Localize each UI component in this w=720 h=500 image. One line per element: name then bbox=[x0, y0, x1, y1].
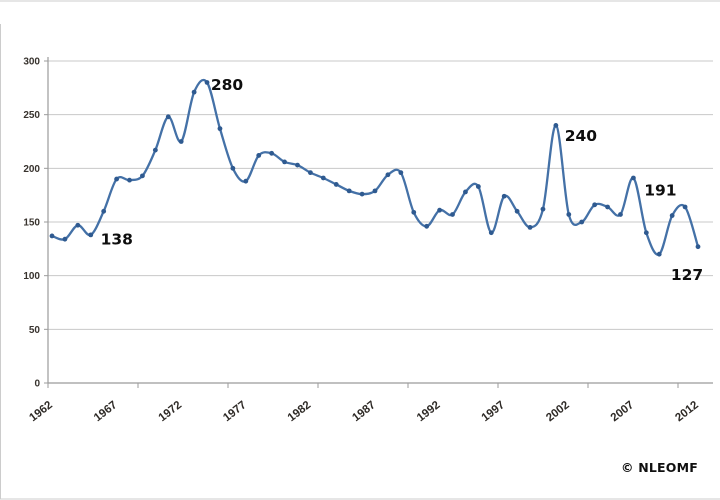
point-annotations: 138 280 240 191 127 bbox=[101, 76, 704, 284]
x-tick-label-1997: 1997 bbox=[480, 399, 508, 424]
data-point-1985 bbox=[346, 188, 352, 194]
data-point-1975 bbox=[217, 126, 223, 132]
x-tick-label-1992: 1992 bbox=[415, 399, 443, 424]
data-point-1970 bbox=[152, 147, 158, 153]
y-tick-label-0: 0 bbox=[34, 379, 40, 390]
data-point-1969 bbox=[140, 173, 145, 179]
data-point-2003 bbox=[579, 219, 585, 225]
data-point-1983 bbox=[320, 175, 326, 181]
x-tick-label-2012: 2012 bbox=[673, 399, 701, 424]
data-point-2001 bbox=[553, 123, 559, 128]
x-tick-label-2007: 2007 bbox=[609, 399, 637, 424]
data-point-1976 bbox=[230, 165, 236, 171]
data-point-1999 bbox=[527, 224, 533, 230]
data-line bbox=[50, 78, 700, 256]
data-point-2000 bbox=[540, 206, 546, 212]
data-point-2012 bbox=[695, 244, 701, 250]
y-tick-label-300: 300 bbox=[23, 57, 40, 68]
x-axis-labels: 1962 1967 1972 1977 1982 1987 1992 1997 2002 2007… bbox=[27, 399, 701, 424]
data-point-2010 bbox=[669, 213, 675, 218]
data-point-1992 bbox=[437, 207, 442, 213]
data-point-1962 bbox=[49, 233, 55, 239]
annotation-127: 127 bbox=[671, 266, 703, 284]
data-point-1972 bbox=[178, 139, 184, 144]
data-point-1980 bbox=[282, 159, 287, 165]
y-tick-label-50: 50 bbox=[29, 325, 41, 336]
fatalities-series-line bbox=[50, 78, 700, 256]
data-point-1993 bbox=[450, 212, 455, 217]
data-point-1971 bbox=[165, 114, 171, 120]
annotation-240: 240 bbox=[565, 127, 598, 145]
data-point-1981 bbox=[295, 162, 300, 168]
x-tick-label-1987: 1987 bbox=[350, 399, 378, 424]
data-point-2004 bbox=[592, 202, 598, 208]
data-points bbox=[49, 80, 701, 257]
data-point-2009 bbox=[656, 251, 662, 257]
data-point-2008 bbox=[643, 230, 649, 236]
y-tick-label-150: 150 bbox=[23, 218, 40, 229]
data-point-1986 bbox=[359, 191, 365, 197]
y-tick-label-200: 200 bbox=[23, 164, 40, 175]
data-point-2002 bbox=[566, 212, 572, 217]
data-point-1964 bbox=[75, 222, 81, 228]
annotation-280: 280 bbox=[211, 76, 244, 94]
data-point-2011 bbox=[682, 204, 688, 210]
x-tick-label-2002: 2002 bbox=[544, 399, 572, 424]
axes bbox=[44, 57, 713, 388]
annotation-191: 191 bbox=[644, 181, 676, 199]
x-tick-label-1962: 1962 bbox=[27, 399, 55, 424]
copyright-credit: © NLEOMF bbox=[621, 460, 698, 475]
data-point-1973 bbox=[191, 89, 197, 95]
data-point-1989 bbox=[398, 170, 404, 176]
data-point-2005 bbox=[605, 204, 610, 210]
data-point-1977 bbox=[243, 178, 249, 184]
data-point-2006 bbox=[618, 212, 623, 217]
y-tick-label-100: 100 bbox=[23, 271, 40, 282]
y-tick-label-250: 250 bbox=[23, 110, 40, 121]
data-point-1990 bbox=[411, 209, 417, 215]
data-point-1982 bbox=[308, 170, 313, 176]
data-point-1978 bbox=[256, 153, 262, 158]
data-point-1994 bbox=[463, 189, 468, 195]
gridlines bbox=[48, 60, 713, 330]
data-point-1963 bbox=[62, 236, 68, 242]
x-tick-label-1977: 1977 bbox=[221, 399, 249, 424]
data-point-1979 bbox=[269, 150, 275, 156]
data-point-1984 bbox=[333, 182, 339, 187]
data-point-1967 bbox=[114, 176, 119, 182]
data-point-1988 bbox=[385, 172, 391, 178]
data-point-1974 bbox=[204, 80, 210, 85]
data-point-1991 bbox=[424, 223, 430, 229]
data-point-1987 bbox=[372, 188, 378, 194]
data-point-2007 bbox=[631, 175, 636, 181]
data-point-1998 bbox=[514, 208, 520, 214]
data-point-1996 bbox=[488, 230, 494, 236]
x-tick-label-1967: 1967 bbox=[92, 399, 120, 424]
y-axis-labels: 0 50 100 150 200 250 300 bbox=[23, 57, 40, 390]
data-point-1965 bbox=[88, 232, 94, 238]
data-point-1995 bbox=[475, 184, 481, 189]
data-point-1997 bbox=[501, 193, 507, 199]
annotation-138: 138 bbox=[101, 230, 133, 248]
data-point-1968 bbox=[127, 177, 132, 183]
x-tick-label-1972: 1972 bbox=[157, 399, 185, 424]
data-point-1966 bbox=[101, 208, 107, 214]
x-tick-label-1982: 1982 bbox=[286, 399, 314, 424]
